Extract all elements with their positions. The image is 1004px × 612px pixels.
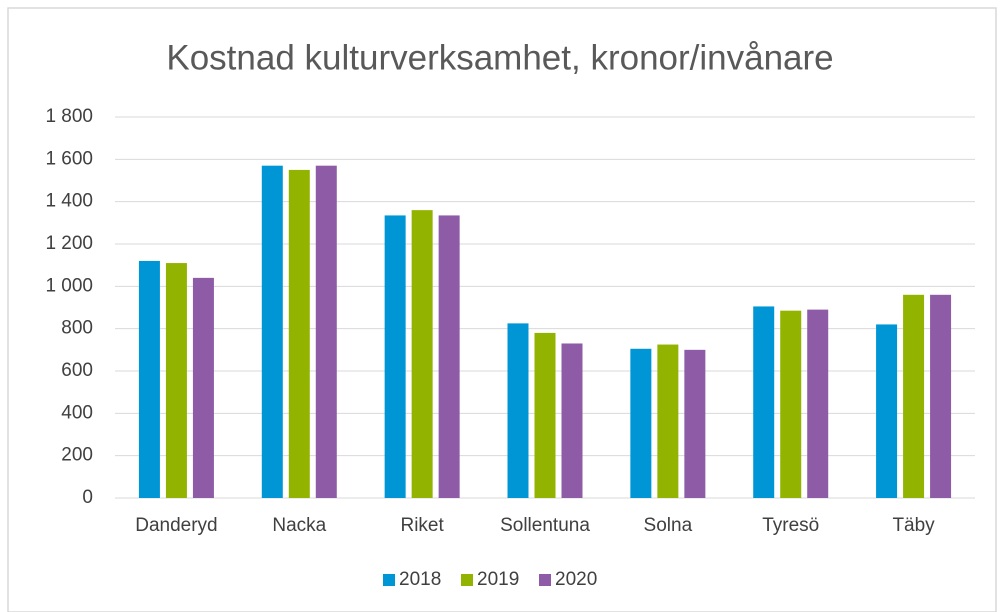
bar [684, 349, 706, 498]
x-tick-label: Tyresö [762, 515, 819, 536]
y-tick-label: 1 800 [45, 106, 93, 127]
bar [807, 309, 829, 498]
bar [438, 215, 460, 499]
bar [930, 294, 952, 498]
y-tick-label: 800 [61, 318, 93, 339]
bar [288, 169, 310, 498]
bar [657, 344, 679, 498]
y-tick-label: 0 [82, 487, 93, 508]
bar [780, 310, 802, 498]
bar [165, 263, 187, 498]
x-tick-label: Solna [644, 515, 693, 536]
bar [192, 277, 214, 498]
y-tick-label: 1 200 [45, 233, 93, 254]
x-tick-label: Danderyd [135, 515, 217, 536]
x-tick-label: Nacka [272, 515, 326, 536]
bar [411, 210, 433, 498]
legend-swatch [539, 574, 551, 586]
y-tick-label: 1 000 [45, 275, 93, 296]
y-tick-label: 400 [61, 402, 93, 423]
bar [903, 294, 925, 498]
x-tick-label: Sollentuna [500, 515, 590, 536]
bar [876, 324, 898, 498]
y-tick-label: 200 [61, 445, 93, 466]
bar [315, 165, 337, 498]
y-tick-label: 600 [61, 360, 93, 381]
legend-swatch [383, 574, 395, 586]
bar [753, 306, 775, 498]
legend-label: 2020 [555, 569, 597, 590]
bar [138, 260, 160, 498]
bar [561, 343, 583, 498]
bar [534, 332, 556, 498]
bar [630, 348, 652, 498]
legend-label: 2018 [399, 569, 441, 590]
chart-title: Kostnad kulturverksamhet, kronor/invånar… [166, 38, 833, 77]
x-tick-label: Täby [892, 515, 935, 536]
y-tick-label: 1 600 [45, 148, 93, 169]
x-tick-label: Riket [400, 515, 444, 536]
y-tick-label: 1 400 [45, 191, 93, 212]
legend-label: 2019 [477, 569, 519, 590]
bar [507, 323, 529, 498]
bar [384, 215, 406, 499]
legend-swatch [461, 574, 473, 586]
bar [261, 165, 283, 498]
